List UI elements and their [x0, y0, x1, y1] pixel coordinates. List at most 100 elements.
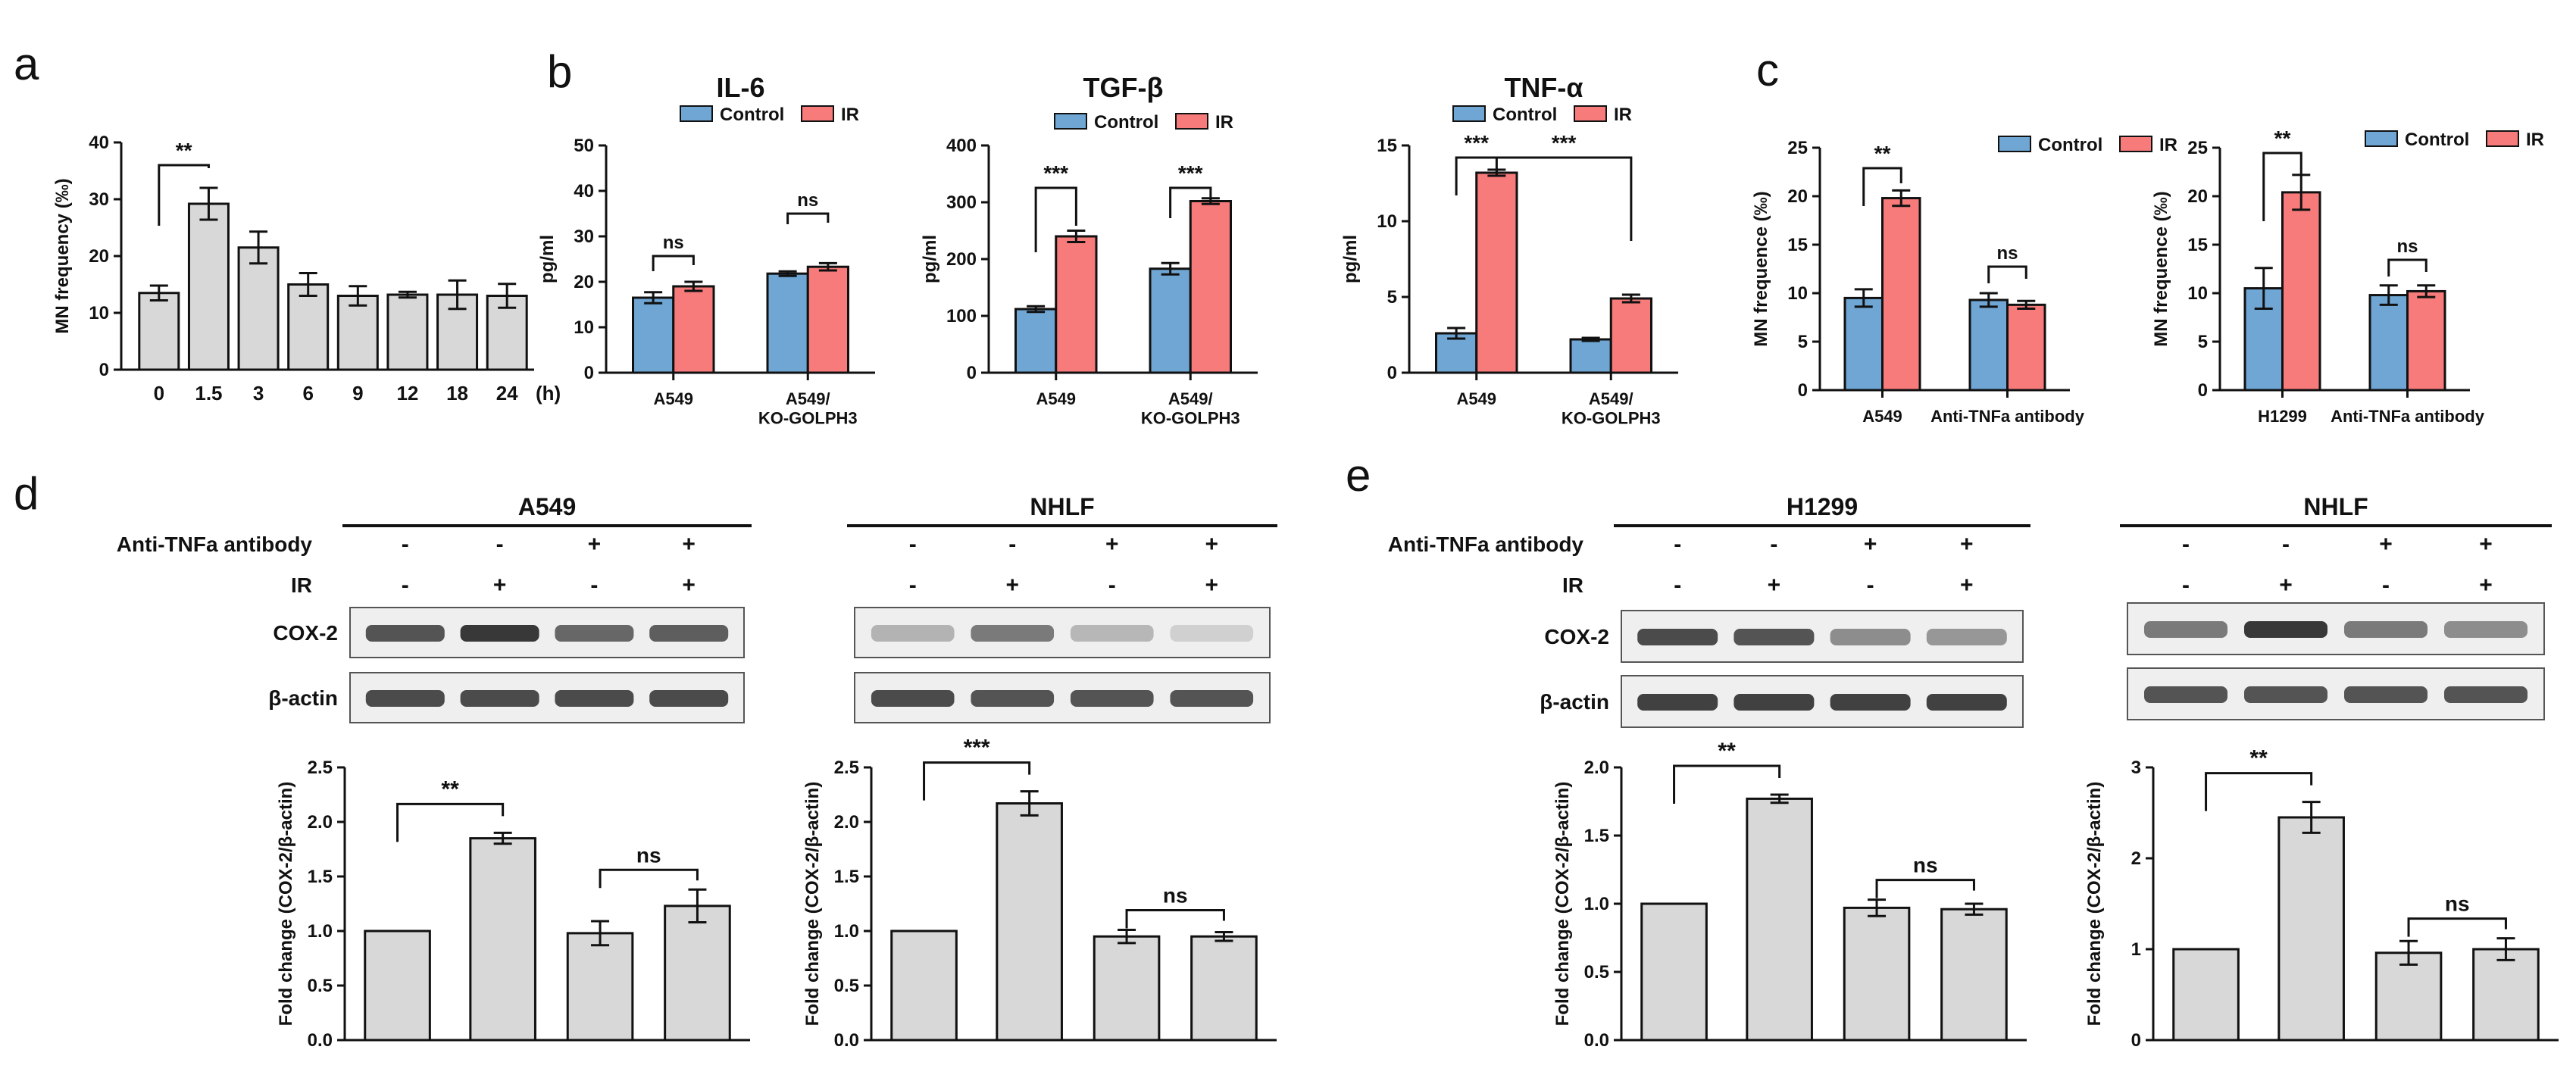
- chart-e2: 0 1 2 3 Fold change (COX-2/β-actin) ** ns: [2084, 746, 2559, 1051]
- bar: [187, 202, 230, 371]
- bar: [2374, 951, 2443, 1042]
- bar-ir: [1609, 297, 1652, 374]
- y-tick-label: 25: [1787, 138, 1808, 158]
- treatment-label: Anti-TNFa antibody: [117, 533, 313, 556]
- y-tick-label: 40: [89, 133, 109, 153]
- significance-label: ns: [2445, 892, 2470, 916]
- x-tick-label: Anti-TNFa antibody: [1930, 407, 2085, 426]
- treatment-sign: +: [1864, 532, 1877, 557]
- bar-ir: [2406, 289, 2446, 392]
- legend-label-ir: IR: [2159, 135, 2177, 155]
- significance-bracket: [1034, 186, 1077, 252]
- y-tick-label: 0.5: [308, 976, 333, 996]
- y-tick-label: 300: [946, 192, 977, 213]
- significance-bracket: [1875, 879, 1975, 898]
- bar: [138, 292, 180, 371]
- legend: Control IR: [680, 105, 859, 125]
- western-blot-e2: NHLF- - + +- + - +: [2120, 493, 2552, 720]
- blot-band: [1070, 625, 1154, 642]
- y-tick-label: 25: [2187, 138, 2208, 158]
- bar: [890, 929, 958, 1042]
- blot-title: A549: [518, 493, 577, 520]
- bar: [1190, 935, 1258, 1042]
- treatment-sign: -: [496, 532, 504, 557]
- legend-swatch-control: [1452, 105, 1486, 122]
- x-tick-label: 12: [396, 382, 418, 405]
- bar: [996, 802, 1063, 1042]
- significance-label: ns: [1913, 854, 1938, 877]
- blot-band: [2244, 686, 2327, 703]
- chart-a: 0 10 20 30 40 MN frequency (‰) 0 1.5 3 6 9 12 18 24 (h…: [52, 133, 561, 405]
- chart-title: IL-6: [716, 72, 764, 103]
- ir-label: IR: [1562, 573, 1583, 597]
- bar-ir: [1189, 200, 1232, 374]
- y-tick-label: 30: [89, 189, 109, 210]
- y-tick-label: 1.0: [834, 921, 859, 942]
- ir-sign: +: [2479, 573, 2493, 598]
- y-tick-label: 1.5: [834, 867, 859, 887]
- y-tick-label: 20: [2187, 186, 2208, 207]
- blot-band: [2144, 621, 2227, 638]
- treatment-sign: +: [1105, 532, 1119, 557]
- y-tick-label: 10: [1377, 211, 1397, 232]
- bar-ir: [1055, 235, 1098, 374]
- y-tick-label: 2.0: [834, 812, 859, 833]
- y-axis-label: Fold change (COX-2/β-actin): [802, 782, 823, 1026]
- panel-letter-d: d: [14, 468, 39, 519]
- legend-swatch-ir: [2119, 136, 2152, 152]
- y-tick-label: 0.0: [308, 1030, 333, 1051]
- y-tick-label: 0: [584, 363, 594, 383]
- bar: [1843, 906, 1911, 1042]
- blot-title: NHLF: [2303, 493, 2368, 520]
- y-tick-label: 50: [574, 136, 594, 156]
- x-tick-label: 0: [154, 382, 164, 405]
- bar-control: [766, 272, 809, 374]
- x-tick-label: 6: [302, 382, 313, 405]
- significance-label: **: [441, 776, 459, 801]
- bar-ir: [1475, 171, 1518, 374]
- x-axis-unit: (h): [536, 382, 561, 405]
- significance-bracket: [1455, 156, 1498, 195]
- ir-sign: +: [1005, 573, 1019, 598]
- significance-label: ***: [1178, 161, 1203, 185]
- significance-bracket: [1125, 909, 1225, 929]
- treatment-label: Anti-TNFa antibody: [1388, 533, 1584, 556]
- significance-bracket: [599, 868, 699, 889]
- x-tick-label: 9: [352, 382, 363, 405]
- y-tick-label: 20: [89, 246, 109, 267]
- bar-control: [2368, 294, 2409, 392]
- significance-label: ns: [2396, 236, 2418, 257]
- y-tick-label: 30: [574, 227, 594, 247]
- significance-bracket: [1169, 186, 1212, 218]
- significance-bracket: [2407, 917, 2507, 937]
- y-tick-label: 40: [574, 181, 594, 202]
- significance-label: ***: [964, 736, 990, 761]
- blot-band: [460, 690, 539, 707]
- actin-label: β-actin: [1540, 690, 1609, 714]
- y-axis-label: pg/ml: [1340, 235, 1361, 283]
- blot-band: [1926, 694, 2007, 711]
- blot-band: [1830, 629, 1911, 645]
- actin-label: β-actin: [268, 686, 338, 710]
- treatment-sign: +: [1960, 532, 1974, 557]
- blot-band: [555, 690, 634, 707]
- legend-label-control: Control: [1493, 105, 1557, 125]
- legend-label-control: Control: [1094, 112, 1158, 133]
- bar-ir: [2006, 303, 2046, 392]
- y-tick-label: 5: [2198, 332, 2208, 352]
- ir-label: IR: [291, 573, 312, 597]
- significance-label: ns: [797, 190, 818, 211]
- panel-letter-c: c: [1756, 45, 1779, 95]
- blot-band: [1637, 694, 1718, 711]
- bar: [386, 293, 429, 371]
- y-tick-label: 10: [1787, 283, 1808, 304]
- bar: [1640, 902, 1708, 1042]
- blot-band: [1733, 694, 1815, 711]
- bar: [469, 837, 536, 1042]
- bar: [364, 929, 431, 1042]
- x-tick-label: 24: [496, 382, 518, 405]
- x-tick-label: A549/KO-GOLPH3: [1562, 389, 1661, 427]
- chart-e1: 0.0 0.5 1.0 1.5 2.0 Fold change (COX-2/β-acti…: [1552, 739, 2027, 1051]
- significance-label: ***: [1043, 161, 1068, 185]
- treatment-sign: -: [2282, 532, 2290, 557]
